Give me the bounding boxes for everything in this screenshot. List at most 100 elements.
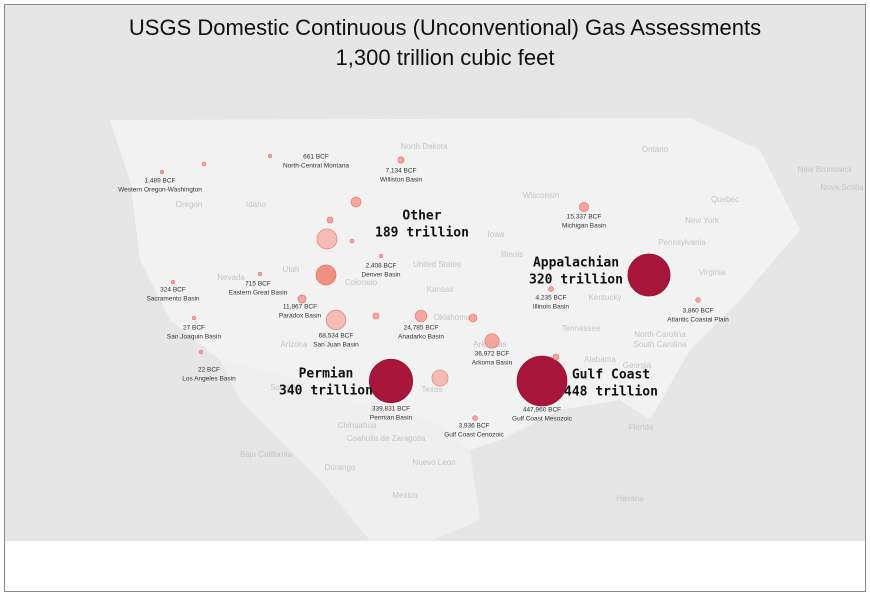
map-label: Kentucky	[589, 293, 622, 302]
land-us	[110, 118, 800, 450]
basin-bubble	[267, 153, 273, 159]
basin-bubble	[579, 202, 589, 212]
map-label: Baja California	[240, 450, 293, 459]
basin-name: Illinois Basin	[533, 304, 570, 311]
basin-value: 11,867 BCF	[283, 304, 317, 311]
basin-value: 7,134 BCF	[385, 168, 416, 175]
basin-name: Gulf Coast Cenozoic	[444, 432, 504, 439]
map-label: Coahuila de Zaragoza	[347, 434, 426, 443]
basin-value: 3,936 BCF	[458, 423, 489, 430]
map-label: Kansas	[427, 285, 454, 294]
map-label: Durango	[325, 463, 356, 472]
basin-bubble	[316, 228, 338, 250]
basin-value: 24,785 BCF	[404, 325, 439, 332]
basin-bubble	[372, 312, 380, 320]
basin-value: 22 BCF	[198, 367, 220, 374]
basin-name: Williston Basin	[380, 177, 423, 184]
basin-name: Permian Basin	[370, 415, 413, 422]
map-label: Illinois	[501, 250, 523, 259]
map-label: Pennsylvania	[658, 238, 706, 247]
basin-name: Atlantic Coastal Plain	[667, 317, 729, 324]
map-label: North Carolina	[634, 330, 686, 339]
region-total: 340 trillion	[279, 384, 373, 399]
basin-bubble	[516, 355, 568, 407]
basin-name: Los Angeles Basin	[182, 376, 236, 383]
map-label: Georgia	[623, 361, 652, 370]
basin-name: Western Oregon-Washington	[118, 187, 202, 194]
basin-name: Denver Basin	[361, 272, 400, 279]
basin-bubble	[349, 238, 355, 244]
basin-value: 715 BCF	[245, 281, 271, 288]
basin-name: Anadarko Basin	[398, 334, 444, 341]
region-total: 448 trillion	[564, 385, 658, 400]
basin-bubble	[350, 196, 362, 208]
map-label: Sonora	[270, 383, 296, 392]
basin-value: 2,408 BCF	[365, 263, 396, 270]
basin-bubble	[431, 369, 449, 387]
basin-bubble	[397, 156, 405, 164]
basin-bubble	[198, 349, 204, 355]
basin-name: San Joaquin Basin	[167, 334, 222, 341]
basin-value: 324 BCF	[160, 287, 186, 294]
map-label: North Dakota	[400, 142, 448, 151]
basin-bubble	[326, 216, 334, 224]
basin-value: 27 BCF	[183, 325, 205, 332]
basin-value: 339,831 BCF	[372, 406, 410, 413]
basin-value: 3,860 BCF	[682, 308, 713, 315]
map-label: Nevada	[217, 273, 245, 282]
basin-bubble	[627, 253, 671, 297]
map-label: Mexico	[392, 491, 418, 500]
basin-name: North-Central Montana	[283, 163, 349, 170]
basin-bubble	[414, 309, 428, 323]
region-total: 189 trillion	[375, 226, 469, 241]
basin-bubble	[315, 264, 337, 286]
map-label: Virginia	[699, 268, 726, 277]
basin-bubble	[170, 279, 176, 285]
region-name: Gulf Coast	[572, 368, 650, 383]
basin-bubble	[472, 415, 478, 421]
map-label: Chihuahua	[338, 421, 377, 430]
map-label: Nova Scotia	[820, 183, 864, 192]
map-label: Utah	[283, 265, 300, 274]
basin-value: 36,972 BCF	[475, 351, 510, 358]
basin-name: Gulf Coast Mesozoic	[512, 416, 573, 423]
basin-bubble	[484, 333, 500, 349]
basin-name: Michigan Basin	[562, 223, 606, 230]
title: USGS Domestic Continuous (Unconventional…	[129, 15, 761, 40]
map-label: Texas	[422, 385, 443, 394]
basin-bubble	[695, 297, 701, 303]
map-label: South Carolina	[634, 340, 687, 349]
basin-value: 1,489 BCF	[144, 178, 175, 185]
map-label: Idaho	[246, 200, 267, 209]
map-label: Oklahoma	[434, 313, 471, 322]
region-name: Appalachian	[533, 256, 619, 271]
map-label: New York	[685, 216, 720, 225]
map-label: Colorado	[345, 278, 378, 287]
basin-value: 661 BCF	[303, 154, 329, 161]
basin-bubble	[548, 286, 554, 292]
region-name: Other	[402, 209, 441, 224]
basin-bubble	[325, 309, 347, 331]
basin-bubble	[257, 271, 263, 277]
basin-bubble	[191, 315, 197, 321]
subtitle: 1,300 trillion cubic feet	[336, 45, 555, 70]
map-label: Nuevo Leon	[412, 458, 455, 467]
basin-value: 68,534 BCF	[319, 333, 354, 340]
map-label: Havana	[616, 494, 644, 503]
region-total: 320 trillion	[529, 273, 623, 288]
map-label: Tennessee	[562, 324, 601, 333]
basin-bubble	[378, 253, 384, 259]
map-label: Florida	[629, 423, 654, 432]
basin-value: 447,960 BCF	[523, 407, 561, 414]
map-label: Arizona	[280, 340, 308, 349]
basin-name: Eastern Great Basin	[229, 290, 288, 297]
basin-value: 4,235 BCF	[535, 295, 566, 302]
basin-name: Paradox Basin	[279, 313, 322, 320]
map-label: New Brunswick	[798, 165, 854, 174]
map-label: Oregon	[176, 200, 203, 209]
map-label: Quebec	[711, 195, 739, 204]
map-label: Ontario	[642, 145, 669, 154]
basin-bubble	[552, 353, 560, 361]
map-label: Iowa	[488, 230, 505, 239]
